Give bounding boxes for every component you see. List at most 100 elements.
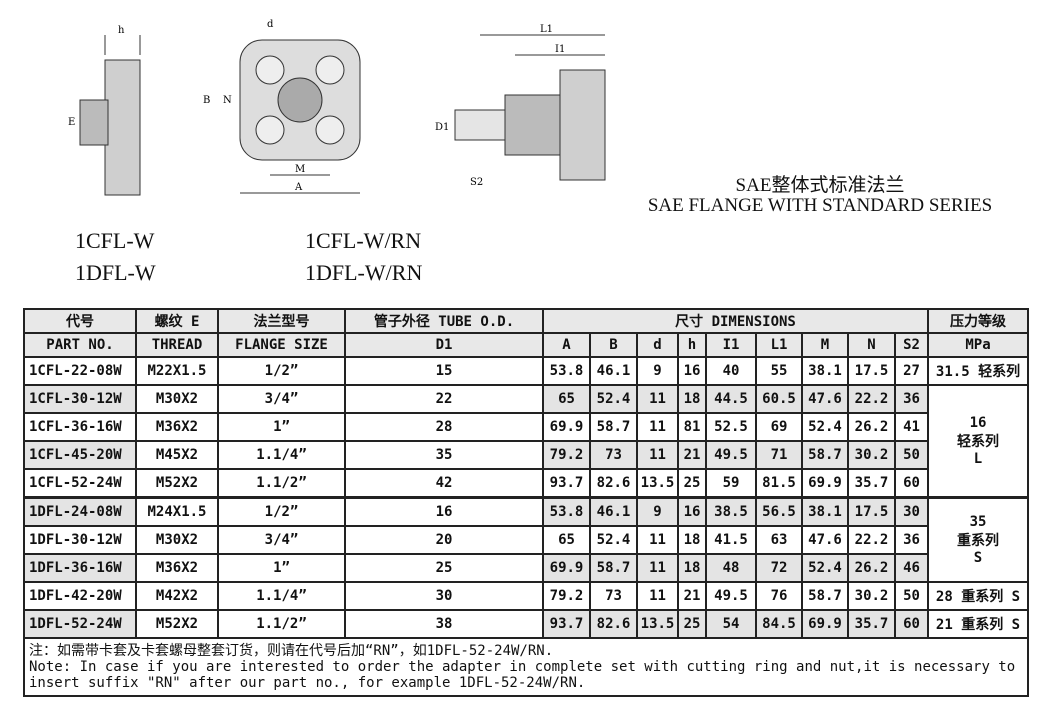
model-label: 1DFL-W/RN — [305, 260, 423, 285]
table-cell: 26.2 — [847, 553, 896, 583]
hdr-flange-en: FLANGE SIZE — [217, 332, 346, 358]
table-cell: 13.5 — [636, 468, 679, 499]
table-cell: 11 — [636, 553, 679, 583]
note-en: Note: In case if you are interested to o… — [29, 659, 1016, 691]
hdr-col: h — [677, 332, 707, 358]
table-cell: 65 — [542, 525, 591, 555]
dim-label: E — [68, 117, 75, 128]
part-number-cell: 1DFL-52-24W — [23, 609, 137, 639]
table-cell: 1.1/4” — [217, 440, 346, 470]
pressure-line: 16 — [969, 415, 987, 431]
table-cell: 50 — [894, 581, 929, 611]
table-cell: 60 — [894, 468, 929, 499]
part-number-cell: 1CFL-45-20W — [23, 440, 137, 470]
table-cell: 17.5 — [847, 356, 896, 386]
table-cell: 79.2 — [542, 581, 591, 611]
table-cell: 22 — [344, 384, 544, 414]
hdr-part-cn: 代号 — [23, 308, 137, 334]
part-number-cell: 1CFL-36-16W — [23, 412, 137, 442]
pressure-cell: 31.5 轻系列 — [927, 356, 1029, 386]
table-cell: 56.5 — [755, 496, 803, 527]
table-cell: 1” — [217, 412, 346, 442]
table-cell: 82.6 — [589, 468, 638, 499]
table-cell: 58.7 — [589, 412, 638, 442]
table-cell: 47.6 — [801, 525, 849, 555]
table-cell: 28 — [344, 412, 544, 442]
table-cell: 30.2 — [847, 440, 896, 470]
table-cell: 41.5 — [705, 525, 757, 555]
hdr-mpa: MPa — [927, 332, 1029, 358]
table-cell: 82.6 — [589, 609, 638, 639]
table-cell: 69.9 — [542, 412, 591, 442]
dim-label: A — [294, 182, 303, 193]
table-cell: M45X2 — [135, 440, 219, 470]
table-cell: 38.1 — [801, 356, 849, 386]
table-cell: 21 — [677, 581, 707, 611]
table-cell: 54 — [705, 609, 757, 639]
table-cell: M24X1.5 — [135, 496, 219, 527]
hdr-col: S2 — [894, 332, 929, 358]
table-cell: 18 — [677, 553, 707, 583]
hdr-dimensions: 尺寸 DIMENSIONS — [542, 308, 929, 334]
table-cell: 21 — [677, 440, 707, 470]
flange-front-view-drawing: A M B N d — [203, 19, 361, 194]
table-cell: 11 — [636, 440, 679, 470]
dim-label: B — [203, 95, 210, 106]
table-cell: 65 — [542, 384, 591, 414]
table-cell: 9 — [636, 356, 679, 386]
spec-table: 代号 螺纹 E 法兰型号 管子外径 TUBE O.D. 尺寸 DIMENSIONS 压力等… — [23, 308, 1029, 697]
table-cell: 71 — [755, 440, 803, 470]
pressure-line: S — [973, 550, 983, 566]
flange-section-drawing: L1 I1 D1 S2 — [435, 24, 606, 188]
table-cell: 9 — [636, 496, 679, 527]
table-cell: 13.5 — [636, 609, 679, 639]
table-cell: 15 — [344, 356, 544, 386]
model-label: 1CFL-W — [75, 228, 155, 253]
table-cell: 46.1 — [589, 356, 638, 386]
table-cell: 11 — [636, 525, 679, 555]
table-cell: 55 — [755, 356, 803, 386]
table-cell: 81 — [677, 412, 707, 442]
flange-side-view-drawing: h E — [68, 25, 141, 196]
table-cell: 93.7 — [542, 468, 591, 499]
pressure-line: L — [973, 451, 983, 467]
part-number-cell: 1DFL-36-16W — [23, 553, 137, 583]
table-cell: 38.1 — [801, 496, 849, 527]
table-cell: 47.6 — [801, 384, 849, 414]
table-row: 1CFL-45-20W M45X2 1.1/4” 35 79.2 73 11 21 49.5 71… — [23, 440, 1028, 470]
dim-label: M — [295, 164, 305, 175]
table-row: 1DFL-52-24W M52X2 1.1/2” 38 93.7 82.6 13.5 25 54… — [23, 609, 1029, 639]
table-cell: 16 — [677, 496, 707, 527]
table-cell: 1.1/2” — [217, 609, 346, 639]
pressure-line: 35 — [969, 514, 987, 530]
part-number-cell: 1DFL-42-20W — [23, 581, 137, 611]
table-cell: 48 — [705, 553, 757, 583]
table-cell: 46 — [894, 553, 929, 583]
title-cn: SAE整体式标准法兰 — [735, 175, 905, 196]
table-cell: M42X2 — [135, 581, 219, 611]
hdr-col: d — [636, 332, 679, 358]
table-cell: 52.4 — [589, 525, 638, 555]
table-row: 1CFL-30-12W M30X2 3/4” 22 65 52.4 11 18 44.5 60.5… — [23, 384, 1029, 499]
table-row: 1CFL-22-08W M22X1.5 1/2” 15 53.8 46.1 9 16 40 55 3… — [23, 356, 1029, 386]
hdr-pressure-cn: 压力等级 — [927, 308, 1029, 334]
table-cell: 49.5 — [705, 581, 757, 611]
table-cell: 40 — [705, 356, 757, 386]
table-cell: 46.1 — [589, 496, 638, 527]
pressure-cell: 28 重系列 S — [927, 581, 1029, 611]
table-cell: 44.5 — [705, 384, 757, 414]
table-cell: 18 — [677, 525, 707, 555]
hdr-tube: 管子外径 TUBE O.D. — [344, 308, 544, 334]
title-en: SAE FLANGE WITH STANDARD SERIES — [647, 195, 993, 216]
table-cell: 79.2 — [542, 440, 591, 470]
table-cell: 11 — [636, 581, 679, 611]
table-cell: 52.4 — [589, 384, 638, 414]
table-cell: 69.9 — [542, 553, 591, 583]
table-cell: 53.8 — [542, 356, 591, 386]
table-cell: 81.5 — [755, 468, 803, 499]
table-cell: 1/2” — [217, 496, 346, 527]
dim-label: L1 — [540, 24, 553, 35]
model-label: 1DFL-W — [75, 260, 156, 285]
table-cell: 58.7 — [801, 581, 849, 611]
table-cell: 73 — [589, 440, 638, 470]
